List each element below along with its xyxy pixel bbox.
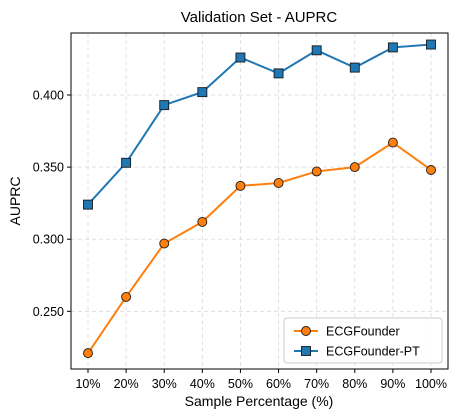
data-point — [121, 157, 132, 168]
y-tick-label: 0.350 — [33, 161, 64, 175]
data-point — [426, 39, 436, 50]
data-point — [83, 348, 93, 359]
data-point — [159, 238, 170, 249]
x-tick-label: 60% — [266, 377, 291, 391]
x-tick-label: 30% — [152, 377, 177, 391]
legend-label: ECGFounder — [326, 325, 400, 339]
data-point — [349, 62, 360, 73]
x-axis-title: Sample Percentage (%) — [185, 393, 334, 409]
x-axis: 10% 20% 30% 40% 50% 60% 70% 80% 90% 100% — [75, 369, 447, 391]
data-point — [273, 68, 284, 79]
legend-swatch-marker — [301, 326, 311, 336]
x-tick-label: 80% — [342, 377, 367, 391]
data-point — [311, 166, 322, 177]
y-axis-title: AUPRC — [7, 176, 23, 225]
series-layer — [83, 39, 436, 359]
y-tick-label: 0.250 — [33, 305, 64, 319]
x-tick-label: 10% — [75, 377, 100, 391]
data-point — [387, 137, 398, 148]
data-point — [235, 180, 246, 191]
chart-title: Validation Set - AUPRC — [181, 9, 338, 26]
x-tick-label: 90% — [380, 377, 405, 391]
data-point — [83, 199, 93, 210]
data-point — [121, 291, 132, 302]
legend: ECGFounder ECGFounder-PT — [283, 317, 443, 364]
data-point — [311, 45, 322, 56]
y-tick-label: 0.400 — [33, 89, 64, 103]
data-point — [197, 216, 208, 227]
data-point — [387, 42, 398, 53]
series-line — [87, 43, 432, 206]
y-axis: 0.250 0.300 0.350 0.400 — [33, 89, 71, 319]
legend-swatch-marker — [301, 346, 311, 356]
y-tick-label: 0.300 — [33, 233, 64, 247]
data-point — [273, 178, 284, 188]
x-tick-label: 40% — [190, 377, 215, 391]
data-point — [349, 162, 360, 173]
legend-item: ECGFounder — [294, 325, 400, 339]
legend-box — [283, 317, 443, 364]
data-point — [235, 52, 246, 63]
series-line — [87, 141, 432, 354]
legend-label: ECGFounder-PT — [326, 345, 420, 359]
x-tick-label: 100% — [415, 377, 447, 391]
x-tick-label: 70% — [304, 377, 329, 391]
x-tick-label: 20% — [114, 377, 139, 391]
data-point — [197, 87, 208, 98]
x-tick-label: 50% — [228, 377, 253, 391]
data-point — [159, 100, 170, 111]
legend-item: ECGFounder-PT — [294, 345, 420, 359]
series-1 — [83, 137, 436, 359]
plot-frame — [70, 32, 449, 370]
data-point — [426, 165, 436, 175]
series-2 — [83, 39, 436, 210]
